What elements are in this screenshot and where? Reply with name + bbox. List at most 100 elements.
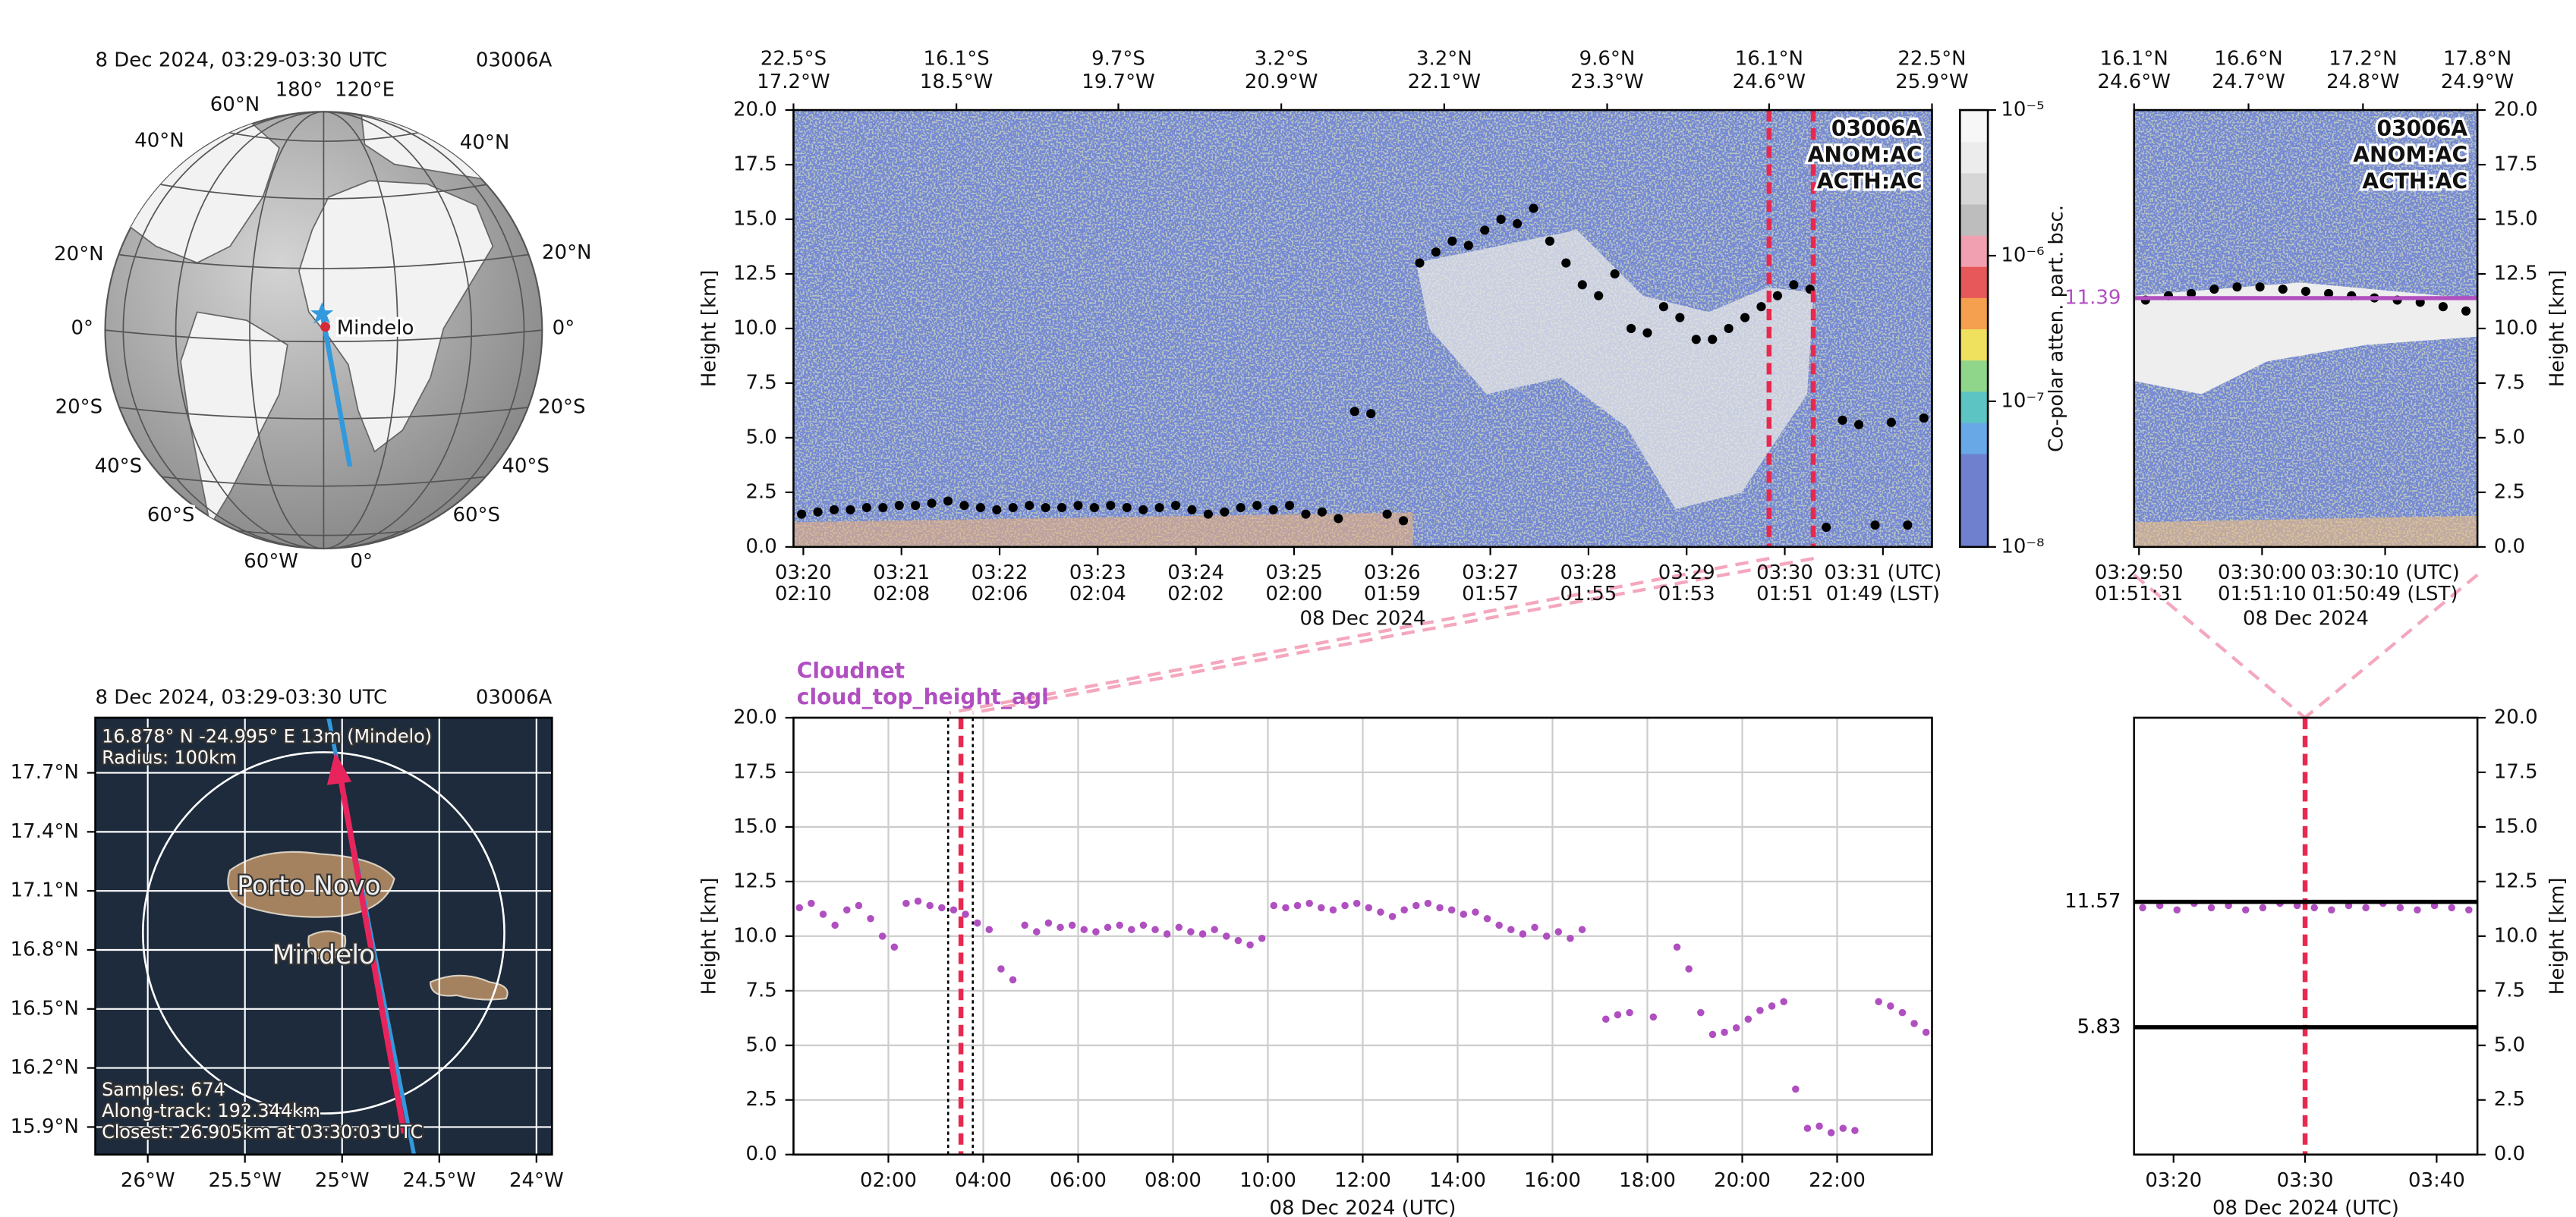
data-point [1366,409,1376,419]
y-tick-label: 7.5 [2494,979,2525,1002]
data-point [2209,285,2219,294]
data-point [1122,502,1132,513]
graticule-label: 40°S [502,454,550,477]
data-point [1398,516,1409,526]
x-tick-label-lst: 01:49 (LST) [1826,583,1940,605]
island [227,851,395,918]
colorbar-segment [1960,172,1989,205]
data-point [1732,1024,1740,1032]
stats-text: Along-track: 192.344km [102,1100,320,1121]
y-tick-label: 12.5 [2494,262,2538,285]
y-tick-label: 17.5 [2494,760,2538,783]
y-tick-label: 0.0 [746,1143,777,1165]
data-point [855,901,863,910]
data-point [2207,904,2215,912]
data-point [1080,926,1088,933]
x-tick-label: 03:30:10 (UTC) [2310,561,2460,584]
data-point [973,919,981,927]
top-tick-lon: 24.8°W [2326,71,2399,93]
data-point [1258,934,1266,942]
y-tick-label: 17.7°N [11,761,79,784]
graticule-label: 0° [553,316,575,339]
y-tick-label: 5.0 [2494,426,2525,448]
data-point [1567,934,1574,942]
data-point [1627,323,1636,334]
plot-frame [792,716,1933,1156]
y-tick-label: 15.0 [733,208,777,231]
colorbar-segment [1960,266,1989,298]
station-marker [320,322,331,332]
x-tick-label: 03:26 [1364,561,1421,584]
x-tick-label: 08:00 [1145,1169,1201,1192]
top-tick-lon: 23.3°W [1570,71,1643,93]
y-tick-label: 15.9°N [11,1115,79,1138]
data-point [1092,928,1100,936]
connectors [949,556,2479,719]
data-point [1151,926,1159,933]
data-point [861,502,871,513]
y-tick-label: 7.5 [746,979,777,1002]
top-tick-lat: 17.2°N [2329,47,2397,70]
data-point [1721,1028,1728,1036]
data-point [1305,899,1313,907]
data-point [1128,926,1135,933]
data-point [1610,269,1620,279]
x-tick-label-lst: 02:08 [873,583,930,605]
data-point [1349,407,1359,417]
x-tick-label: 26°W [121,1169,175,1192]
data-point [1513,219,1523,228]
data-point [2310,904,2319,912]
data-point [1614,1011,1622,1019]
data-point [878,502,888,513]
curtain-background [793,110,2478,547]
graticule-label: 60°N [210,93,260,116]
x-tick-label: 12:00 [1334,1169,1391,1192]
data-point [1529,203,1538,213]
colorbar-tick-label: 10⁻⁵ [2001,99,2044,121]
data-point [1268,505,1278,514]
radius-circle [142,751,505,1115]
data-point [1898,1008,1907,1017]
y-tick-label: 17.4°N [11,820,79,843]
data-point [938,904,946,912]
data-point [1106,501,1116,511]
top-tick-lat: 22.5°S [761,47,827,70]
data-point [2139,904,2146,912]
aerosol-layer [793,512,1413,547]
top-tick-lat: 16.1°S [923,47,989,70]
data-point [1922,1028,1930,1036]
x-tick-label-lst: 02:04 [1069,583,1126,605]
data-point [819,910,827,918]
x-tick-label: 03:40 [2408,1169,2465,1192]
data-point [843,906,851,914]
y-tick-label: 15.0 [733,815,777,838]
colorbar-segment [1960,515,1989,548]
y-tick-label: 20.0 [2494,706,2538,728]
top-tick-lon: 19.7°W [1082,71,1154,93]
y-axis-label: Height [km] [2546,270,2569,388]
data-point [1519,930,1527,938]
data-point [1803,1124,1812,1132]
x-axis-label: 08 Dec 2024 (UTC) [2212,1197,2399,1217]
data-point [1685,965,1693,973]
data-point [1068,921,1076,929]
data-point [1483,915,1491,923]
map-background [95,717,553,1155]
top-tick-lon: 17.2°W [757,71,830,93]
data-point [1170,501,1181,511]
data-point [1246,941,1254,949]
graticule-label: 40°S [95,454,143,477]
data-point [1175,923,1183,932]
x-tick-label: 14:00 [1429,1169,1486,1192]
data-point [1772,291,1782,300]
direction-arrow [337,775,408,1134]
data-point [949,906,958,914]
x-tick-label: 06:00 [1050,1169,1107,1192]
data-point [1424,899,1432,907]
data-point [2328,906,2335,914]
data-point [846,505,855,514]
data-point [1203,509,1213,519]
data-point [1792,1085,1800,1093]
x-tick-label-lst: 02:02 [1167,583,1224,605]
